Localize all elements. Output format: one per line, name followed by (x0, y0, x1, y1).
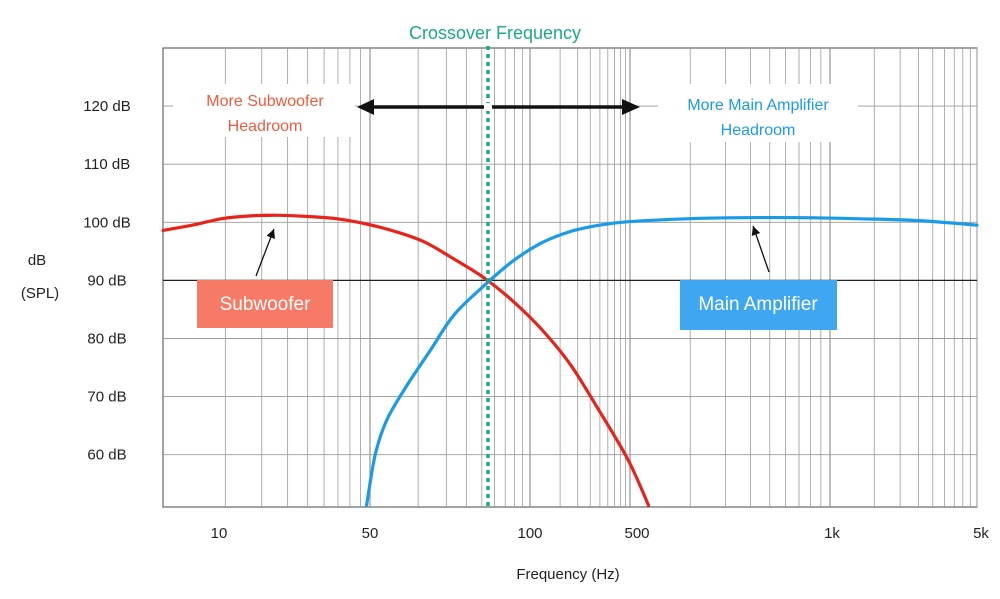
y-tick-label: 80 dB (87, 331, 126, 348)
x-tick-label: 5k (973, 525, 989, 542)
main-headroom-line1: More Main Amplifier (687, 97, 829, 114)
subwoofer-label-box (197, 280, 333, 328)
y-tick-label: 70 dB (87, 389, 126, 406)
main-headroom-line2: Headroom (721, 122, 796, 139)
sub-headroom-line1: More Subwoofer (206, 93, 324, 110)
y-axis-label-line2: (SPL) (21, 285, 59, 302)
main-amplifier-label: Main Amplifier (698, 294, 818, 315)
y-tick-label: 90 dB (87, 272, 126, 289)
text-layer: 120 dB 110 dB 100 dB 90 dB 80 dB 70 dB 60 dB 10… (21, 23, 990, 583)
x-tick-label: 50 (362, 525, 379, 542)
main-amplifier-curve (364, 215, 979, 508)
main-amplifier-label-box (680, 280, 837, 330)
y-tick-label: 120 dB (83, 98, 131, 115)
sub-headroom-box (173, 84, 355, 137)
subwoofer-label: Subwoofer (220, 294, 312, 315)
sub-headroom-line2: Headroom (228, 118, 303, 135)
annotation-layer (173, 46, 858, 507)
y-axis-label-line1: dB (28, 252, 46, 269)
x-tick-label: 1k (824, 525, 840, 542)
y-tick-label: 100 dB (83, 214, 131, 231)
arrow-crossover-gap (484, 103, 492, 111)
x-tick-label: 10 (211, 525, 228, 542)
y-tick-label: 60 dB (87, 447, 126, 464)
x-axis-label: Frequency (Hz) (516, 566, 619, 583)
headroom-arrow-right-head (622, 99, 640, 115)
subwoofer-curve (161, 213, 651, 507)
main-headroom-box (658, 84, 858, 142)
crossover-title: Crossover Frequency (409, 23, 581, 43)
subwoofer-pointer-head (266, 229, 275, 240)
x-tick-label: 100 (517, 525, 542, 542)
headroom-arrow-left-head (357, 99, 374, 115)
curves-layer (161, 213, 979, 508)
x-tick-label: 500 (624, 525, 649, 542)
main-amplifier-pointer-head (751, 226, 761, 236)
y-tick-label: 110 dB (84, 156, 130, 173)
